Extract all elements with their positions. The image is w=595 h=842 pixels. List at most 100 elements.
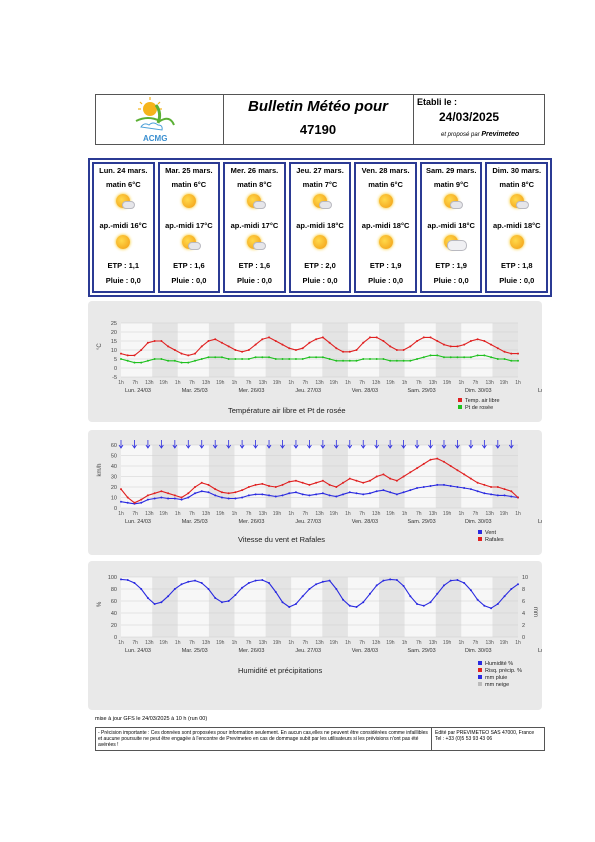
series-line [120, 336, 518, 356]
day-card: Jeu. 27 mars. matin 7°C ap.-midi 18°C ETP :… [288, 162, 352, 293]
day-card: Dim. 30 mars. matin 8°C ap.-midi 18°C ETP :… [485, 162, 549, 293]
series-point [402, 475, 405, 478]
series-point [281, 358, 284, 360]
series-point [409, 359, 412, 362]
night-band [322, 577, 348, 637]
night-band [379, 577, 405, 637]
sun-icon [378, 235, 393, 249]
series-point [308, 356, 311, 359]
wind-arrow-icon [307, 440, 312, 449]
series-point [153, 358, 156, 360]
series-point [241, 350, 244, 353]
x-hour-label: 19h [330, 640, 339, 646]
x-hour-label: 13h [429, 640, 438, 646]
series-point [496, 494, 499, 497]
series-point [416, 487, 419, 490]
series-point [160, 490, 163, 493]
series-point [247, 486, 250, 488]
sun-icon [378, 194, 393, 208]
series-point [328, 483, 331, 486]
y-tick-label: 20 [111, 623, 117, 629]
day-title: Jeu. 27 mars. [296, 166, 344, 175]
series-point [395, 479, 398, 482]
x-day-label: Dim. 30/03 [465, 648, 492, 654]
wind-arrow-icon [360, 440, 366, 449]
series-point [214, 338, 217, 341]
afternoon-temp: ap.-midi 18°C [361, 221, 410, 230]
x-hour-label: 7h [189, 511, 195, 517]
series-point [342, 481, 345, 484]
legend-swatch [478, 530, 482, 534]
editor-info: Edité par PREVIMETEO SAS 47000, France T… [431, 728, 544, 750]
series-point [160, 496, 163, 499]
etp-value: ETP : 1,9 [435, 261, 467, 270]
series-point [382, 489, 385, 492]
series-point [126, 359, 129, 362]
series-point [281, 483, 284, 486]
wind-arrow-icon [145, 440, 151, 449]
series-point [449, 579, 452, 582]
series-point [146, 498, 149, 501]
postal-code: 47190 [299, 122, 337, 137]
series-line [120, 484, 519, 505]
series-point [180, 352, 183, 355]
series-point [436, 483, 439, 486]
x-hour-label: 19h [216, 380, 225, 386]
x-hour-label: 7h [246, 511, 252, 517]
series-point [321, 492, 324, 495]
legend-label: Pt de rosée [465, 405, 493, 411]
series-point [261, 579, 264, 581]
series-point [241, 496, 244, 499]
legend-label: mm pluie [485, 675, 507, 681]
legend-label: Temp. air libre [465, 398, 500, 404]
series-point [422, 462, 425, 465]
x-day-label: Sam. 29/03 [408, 519, 436, 525]
series-point [449, 345, 452, 348]
x-hour-label: 19h [273, 380, 282, 386]
series-point [490, 343, 493, 346]
acmg-logo: ACMG [135, 97, 175, 143]
sun-cloud-icon [444, 194, 464, 209]
logo-text: ACMG [143, 134, 167, 143]
series-point [301, 358, 304, 360]
series-point [362, 358, 365, 360]
series-point [362, 493, 365, 496]
day-card: Sam. 29 mars. matin 9°C ap.-midi 18°C ETP :… [419, 162, 483, 293]
series-point [315, 481, 318, 484]
series-point [220, 491, 223, 494]
series-point [321, 580, 324, 583]
x-hour-label: 19h [159, 380, 168, 386]
series-point [140, 361, 143, 364]
x-hour-label: 7h [189, 640, 195, 646]
y-tick-label: 0 [114, 635, 117, 641]
series-point [207, 491, 210, 494]
wind-arrow-icon [333, 440, 339, 449]
series-point [146, 494, 149, 497]
x-day-label: Mar. 25/03 [182, 388, 208, 394]
series-point [194, 359, 197, 362]
rain-value: Pluie : 0,0 [368, 276, 404, 285]
series-line [120, 354, 518, 364]
wind-arrow-icon [293, 440, 299, 449]
x-hour-label: 13h [315, 511, 324, 517]
series-point [503, 488, 506, 491]
x-hour-label: 1h [288, 380, 294, 386]
x-hour-label: 7h [359, 511, 365, 517]
series-point [200, 490, 203, 493]
series-point [442, 356, 445, 359]
series-point [342, 598, 345, 601]
series-point [342, 359, 345, 362]
series-point [274, 591, 277, 593]
y-tick-label: 60 [111, 599, 117, 605]
series-point [167, 595, 170, 598]
x-day-label: Lun. 24/03 [125, 648, 151, 654]
series-point [510, 352, 513, 355]
series-point [187, 354, 190, 357]
legend-swatch [478, 682, 482, 686]
series-point [503, 494, 506, 497]
x-hour-label: 13h [315, 380, 324, 386]
phone-line: Tel : +33 (0)5 53 93 43 06 [435, 736, 493, 742]
series-line [120, 458, 519, 504]
y-tick-label: 15 [111, 339, 117, 345]
series-point [234, 358, 237, 360]
